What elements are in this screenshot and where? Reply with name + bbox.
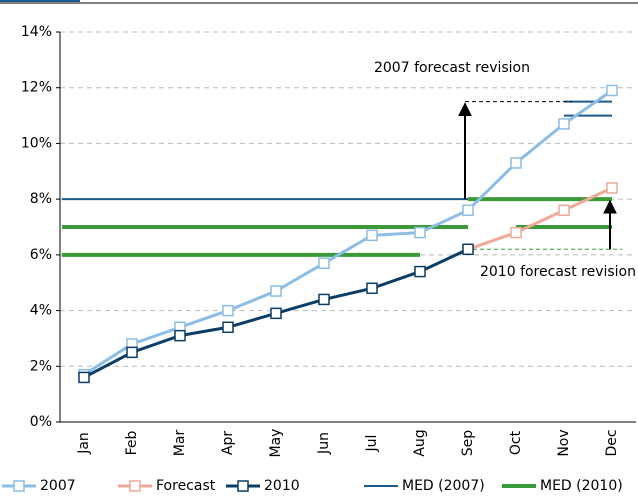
x-tick-label: May: [268, 429, 284, 458]
point: [366, 229, 378, 242]
point: [270, 307, 282, 320]
point: [414, 226, 426, 239]
x-tick-label: Feb: [124, 430, 140, 455]
y-tick-label: 8%: [30, 191, 52, 207]
x-tick-label: Mar: [172, 430, 188, 457]
y-tick-label: 14%: [21, 24, 52, 40]
legend-swatch-marker: [129, 480, 141, 492]
point: [126, 346, 138, 359]
point: [558, 204, 570, 217]
point: [366, 282, 378, 295]
x-tick-label: Oct: [508, 430, 524, 455]
point: [318, 293, 330, 306]
x-tick-label: Jan: [76, 432, 92, 455]
x-tick-label: Apr: [220, 431, 236, 455]
point: [414, 265, 426, 278]
x-tick-label: Aug: [412, 429, 428, 456]
point: [318, 257, 330, 269]
annotation: 2007 forecast revision: [374, 60, 530, 76]
point: [606, 182, 618, 194]
legend-swatch-marker: [13, 480, 25, 492]
x-tick-label: Jul: [364, 435, 380, 453]
x-tick-label: Nov: [556, 429, 572, 456]
y-tick-label: 0%: [30, 414, 52, 430]
point: [510, 226, 522, 239]
x-tick-label: Sep: [460, 430, 476, 457]
y-tick-label: 2%: [30, 358, 52, 374]
y-tick-label: 12%: [21, 80, 52, 96]
x-tick-label: Dec: [604, 429, 620, 456]
point: [174, 329, 186, 342]
point: [222, 321, 234, 334]
annotation: 2010 forecast revision: [480, 264, 636, 280]
point: [606, 84, 618, 97]
point: [222, 304, 234, 317]
point: [558, 118, 570, 130]
point: [462, 243, 474, 256]
x-tick-label: Jun: [316, 432, 332, 455]
point: [78, 371, 90, 384]
y-tick-label: 10%: [21, 135, 52, 151]
legend-label: 2007: [40, 478, 76, 494]
point: [510, 157, 522, 169]
legend-label: MED (2010): [540, 478, 623, 494]
y-tick-label: 6%: [30, 247, 52, 263]
y-tick-label: 4%: [30, 303, 52, 319]
point: [270, 285, 282, 297]
series-line: [467, 186, 613, 251]
point: [462, 204, 474, 217]
legend-label: Forecast: [156, 478, 216, 494]
series-line: [83, 89, 613, 376]
legend-label: 2010: [264, 478, 300, 494]
legend-swatch-marker: [237, 480, 249, 492]
legend-label: MED (2007): [402, 478, 485, 494]
